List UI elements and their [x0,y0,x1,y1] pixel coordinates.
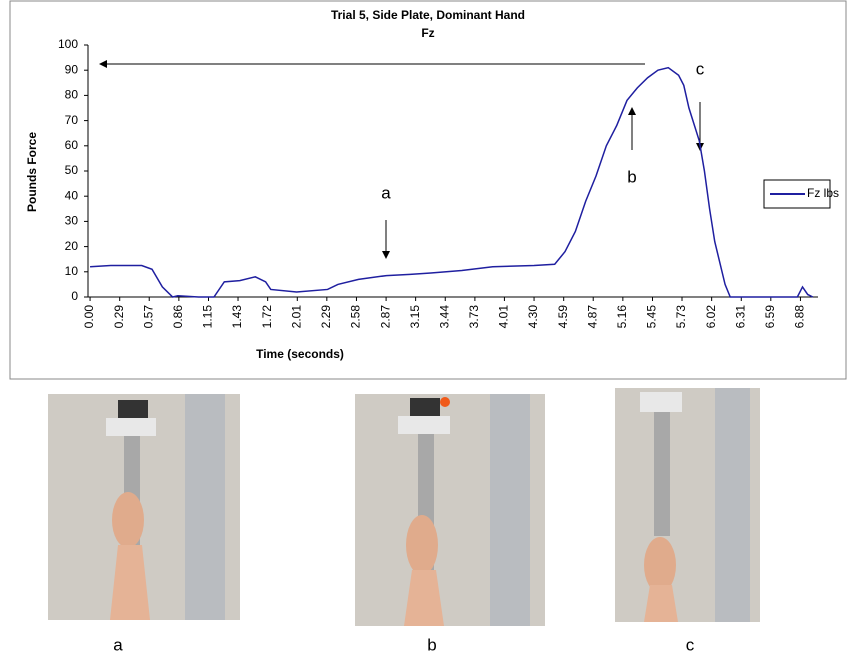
y-tick-label: 0 [71,289,78,303]
x-axis-label: Time (seconds) [256,347,344,361]
x-tick-label: 4.59 [556,305,570,329]
x-tick-label: 2.58 [349,305,363,329]
y-tick-label: 60 [65,138,79,152]
x-tick-label: 2.87 [378,305,392,329]
x-tick-label: 1.15 [201,305,215,329]
chart-frame [9,0,847,380]
annotation: c [696,59,705,78]
photo [615,388,760,622]
photo-caption: b [427,635,436,654]
x-tick-label: 6.02 [704,305,718,329]
x-tick-label: 4.87 [585,305,599,329]
y-tick-label: 70 [65,113,79,127]
y-tick-label: 50 [65,163,79,177]
photo [48,394,240,620]
photo-caption: c [686,635,695,654]
x-tick-label: 2.29 [319,305,333,329]
x-tick-label: 4.30 [526,305,540,329]
y-tick-label: 100 [58,37,78,51]
data-line [90,66,814,298]
legend-label: Fz lbs [807,186,839,200]
y-tick-label: 20 [65,239,79,253]
x-tick-label: 5.73 [674,305,688,329]
x-tick-label: 5.45 [645,305,659,329]
x-tick-label: 0.29 [112,305,126,329]
x-tick-label: 3.15 [408,305,422,329]
x-tick-label: 3.44 [437,305,451,329]
photo-caption: a [113,635,123,654]
x-tick-label: 0.00 [82,305,96,329]
y-tick-label: 10 [65,264,79,278]
annotation: b [627,167,636,186]
x-tick-label: 6.59 [763,305,777,329]
y-tick-label: 80 [65,88,79,102]
x-tick-label: 6.31 [733,305,747,329]
y-tick-label: 30 [65,214,79,228]
x-tick-label: 3.73 [467,305,481,329]
x-tick-label: 1.72 [260,305,274,329]
photo [355,394,545,626]
chart-subtitle: Fz [421,26,434,40]
x-tick-label: 1.43 [230,305,244,329]
x-tick-label: 6.88 [793,305,807,329]
x-tick-label: 0.86 [171,305,185,329]
y-tick-label: 90 [65,62,79,76]
x-tick-label: 2.01 [289,305,303,329]
x-tick-label: 4.01 [497,305,511,329]
annotation: a [381,183,391,202]
y-tick-label: 40 [65,188,79,202]
chart-title: Trial 5, Side Plate, Dominant Hand [331,8,525,22]
x-tick-label: 0.57 [141,305,155,329]
x-tick-label: 5.16 [615,305,629,329]
y-axis-label: Pounds Force [25,132,39,212]
